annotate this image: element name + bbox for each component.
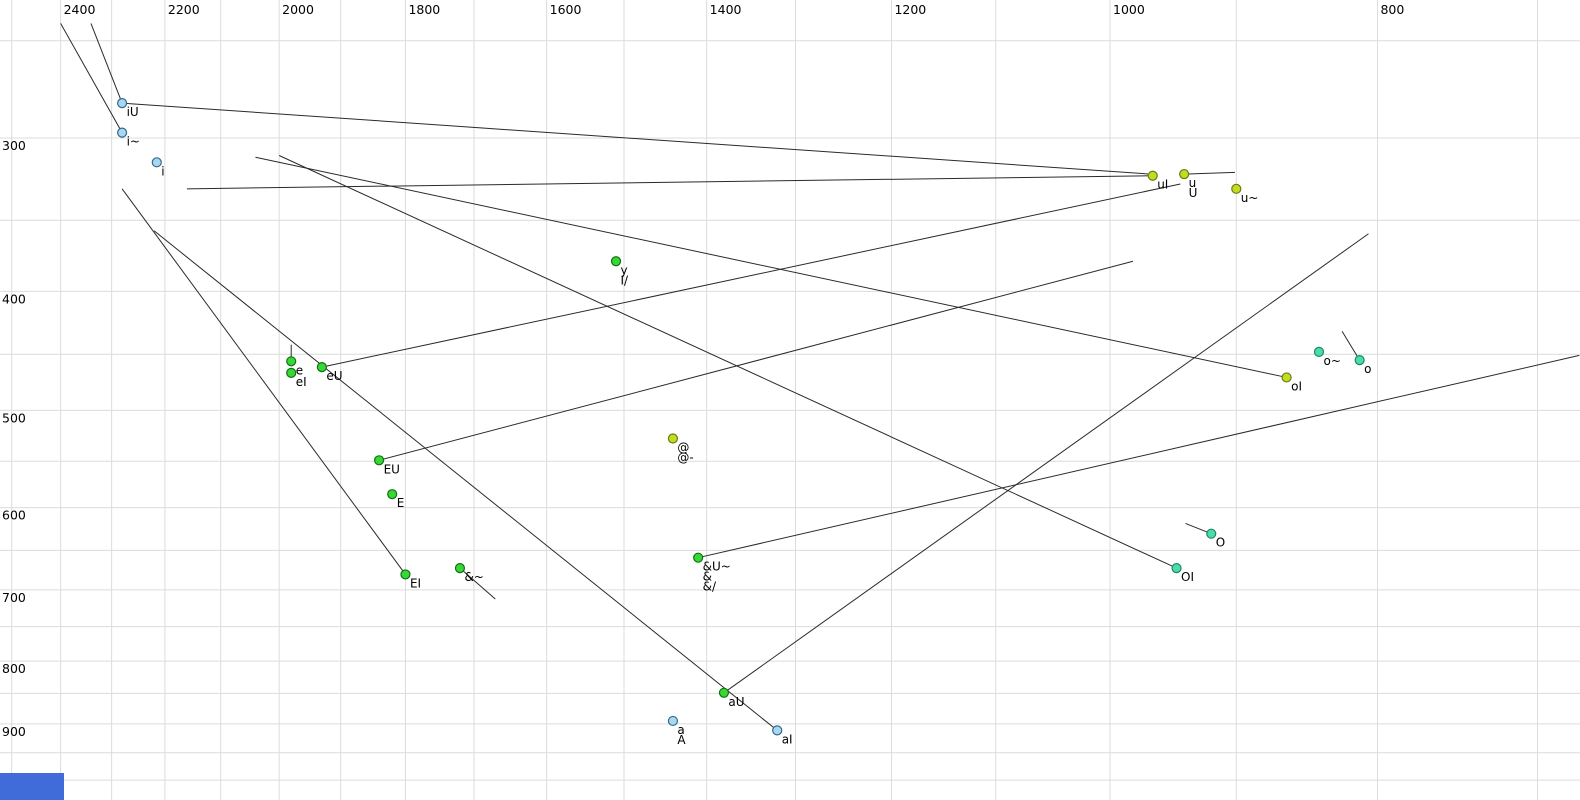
trajectory-line-oI-glide — [255, 156, 1287, 378]
x-axis-tick-label: 2200 — [168, 2, 200, 17]
vowel-point-eU — [316, 362, 327, 373]
trajectory-line-EI-glide — [121, 188, 406, 575]
vowel-point-label-eI: eI — [296, 375, 307, 389]
x-axis-tick-label: 800 — [1380, 2, 1404, 17]
vowel-point-uI — [1147, 170, 1158, 181]
vowel-point-label-U: U — [1189, 186, 1198, 200]
vowel-point-label-&: & — [703, 570, 712, 584]
vowel-point-label-&U~: &U~ — [703, 560, 731, 574]
vowel-point-label-i~: i~ — [127, 135, 140, 149]
corner-highlight-block — [0, 773, 64, 800]
trajectory-line-iU-glide — [122, 102, 1151, 175]
trajectory-line-aU-glide — [723, 233, 1369, 694]
vowel-point-a — [667, 715, 679, 727]
y-axis-tick-label: 300 — [2, 138, 26, 153]
y-axis-tick-label: 400 — [2, 291, 26, 306]
vowel-point-oI — [1281, 372, 1292, 383]
y-axis-tick-label: 900 — [2, 724, 26, 739]
x-axis-tick-label: 1600 — [550, 2, 582, 17]
vowel-point-label-&/: &/ — [703, 580, 717, 594]
vowel-point-label-O: O — [1216, 536, 1225, 550]
trajectory-line-to-i~ — [60, 23, 123, 133]
trajectory-line-&~-glide — [459, 567, 496, 600]
vowel-point-eI — [286, 367, 297, 378]
x-axis-tick-label: 2400 — [64, 2, 96, 17]
trajectory-line-&U~-glide — [698, 354, 1580, 559]
vowel-point-label-iU: iU — [127, 105, 139, 119]
x-axis-tick-label: 1400 — [710, 2, 742, 17]
vowel-point-label-E: E — [397, 496, 405, 510]
vowel-point-label-o: o — [1364, 362, 1371, 376]
vowel-point-label-i: i — [161, 164, 164, 178]
vowel-point-aU — [718, 687, 730, 698]
vowel-point-e — [286, 356, 297, 367]
vowel-point-label-I/: I/ — [621, 273, 630, 287]
x-axis-tick-label: 1200 — [894, 2, 926, 17]
vowel-point-label-OI: OI — [1181, 570, 1194, 584]
y-axis-tick-label: 500 — [2, 410, 26, 425]
vowel-point-label-aI: aI — [782, 732, 793, 746]
vowel-point-label-u: u — [1189, 176, 1197, 190]
vowel-point-u — [1179, 168, 1190, 180]
vowel-point-&~ — [454, 563, 466, 574]
trajectory-line-EU-glide — [378, 260, 1134, 461]
vowel-point-y — [610, 256, 622, 267]
vowel-point-&U~ — [693, 552, 704, 563]
vowel-point-label-eU: eU — [326, 369, 342, 383]
vowel-point-i — [151, 157, 162, 168]
trajectory-line-to-iU — [90, 23, 123, 104]
vowel-point-iU — [116, 98, 128, 109]
trajectory-line-aI-glide — [153, 230, 778, 731]
vowel-point-aI — [772, 725, 783, 736]
y-axis-tick-label: 800 — [2, 661, 26, 676]
vowel-point-o — [1354, 355, 1365, 366]
vowel-point-label-uI: uI — [1157, 178, 1168, 192]
y-axis-tick-label: 600 — [2, 508, 26, 523]
y-axis-tick-label: 700 — [2, 590, 26, 605]
vowel-point-label-oI: oI — [1291, 379, 1302, 393]
vowel-point-@ — [667, 433, 679, 444]
trajectory-line-OI-glide — [278, 155, 1177, 569]
trajectory-line-o-glide — [1341, 330, 1361, 361]
vowel-point-i~ — [116, 127, 128, 138]
x-axis-tick-label: 1800 — [408, 2, 440, 17]
vowel-point-label-&~: &~ — [464, 570, 483, 584]
vowel-point-label-EU: EU — [384, 462, 400, 476]
x-axis-tick-label: 2000 — [282, 2, 314, 17]
vowel-point-label-@-: @- — [677, 450, 693, 464]
vowel-point-label-a: a — [677, 723, 684, 737]
vowel-point-o~ — [1313, 346, 1325, 357]
vowel-point-EI — [400, 569, 411, 580]
vowel-point-label-aU: aU — [728, 695, 744, 709]
trajectory-line-u-glide — [1184, 171, 1235, 175]
vowel-point-O — [1206, 528, 1217, 539]
vowel-point-label-o~: o~ — [1323, 354, 1340, 368]
x-axis-tick-label: 1000 — [1113, 2, 1145, 17]
vowel-point-label-u~: u~ — [1241, 191, 1259, 205]
vowel-point-u~ — [1231, 183, 1242, 194]
vowel-point-EU — [374, 455, 385, 466]
trajectory-line-uI-glide — [186, 175, 1153, 190]
vowel-point-label-A: A — [677, 733, 686, 747]
vowel-point-OI — [1171, 563, 1182, 574]
vowel-point-label-e: e — [296, 363, 303, 377]
vowel-point-label-y: y — [621, 263, 628, 277]
vowel-point-label-EI: EI — [410, 576, 421, 590]
vowel-point-E — [387, 489, 398, 500]
trajectory-line-eU-glide — [321, 183, 1181, 368]
vowel-point-label-@: @ — [677, 440, 689, 454]
